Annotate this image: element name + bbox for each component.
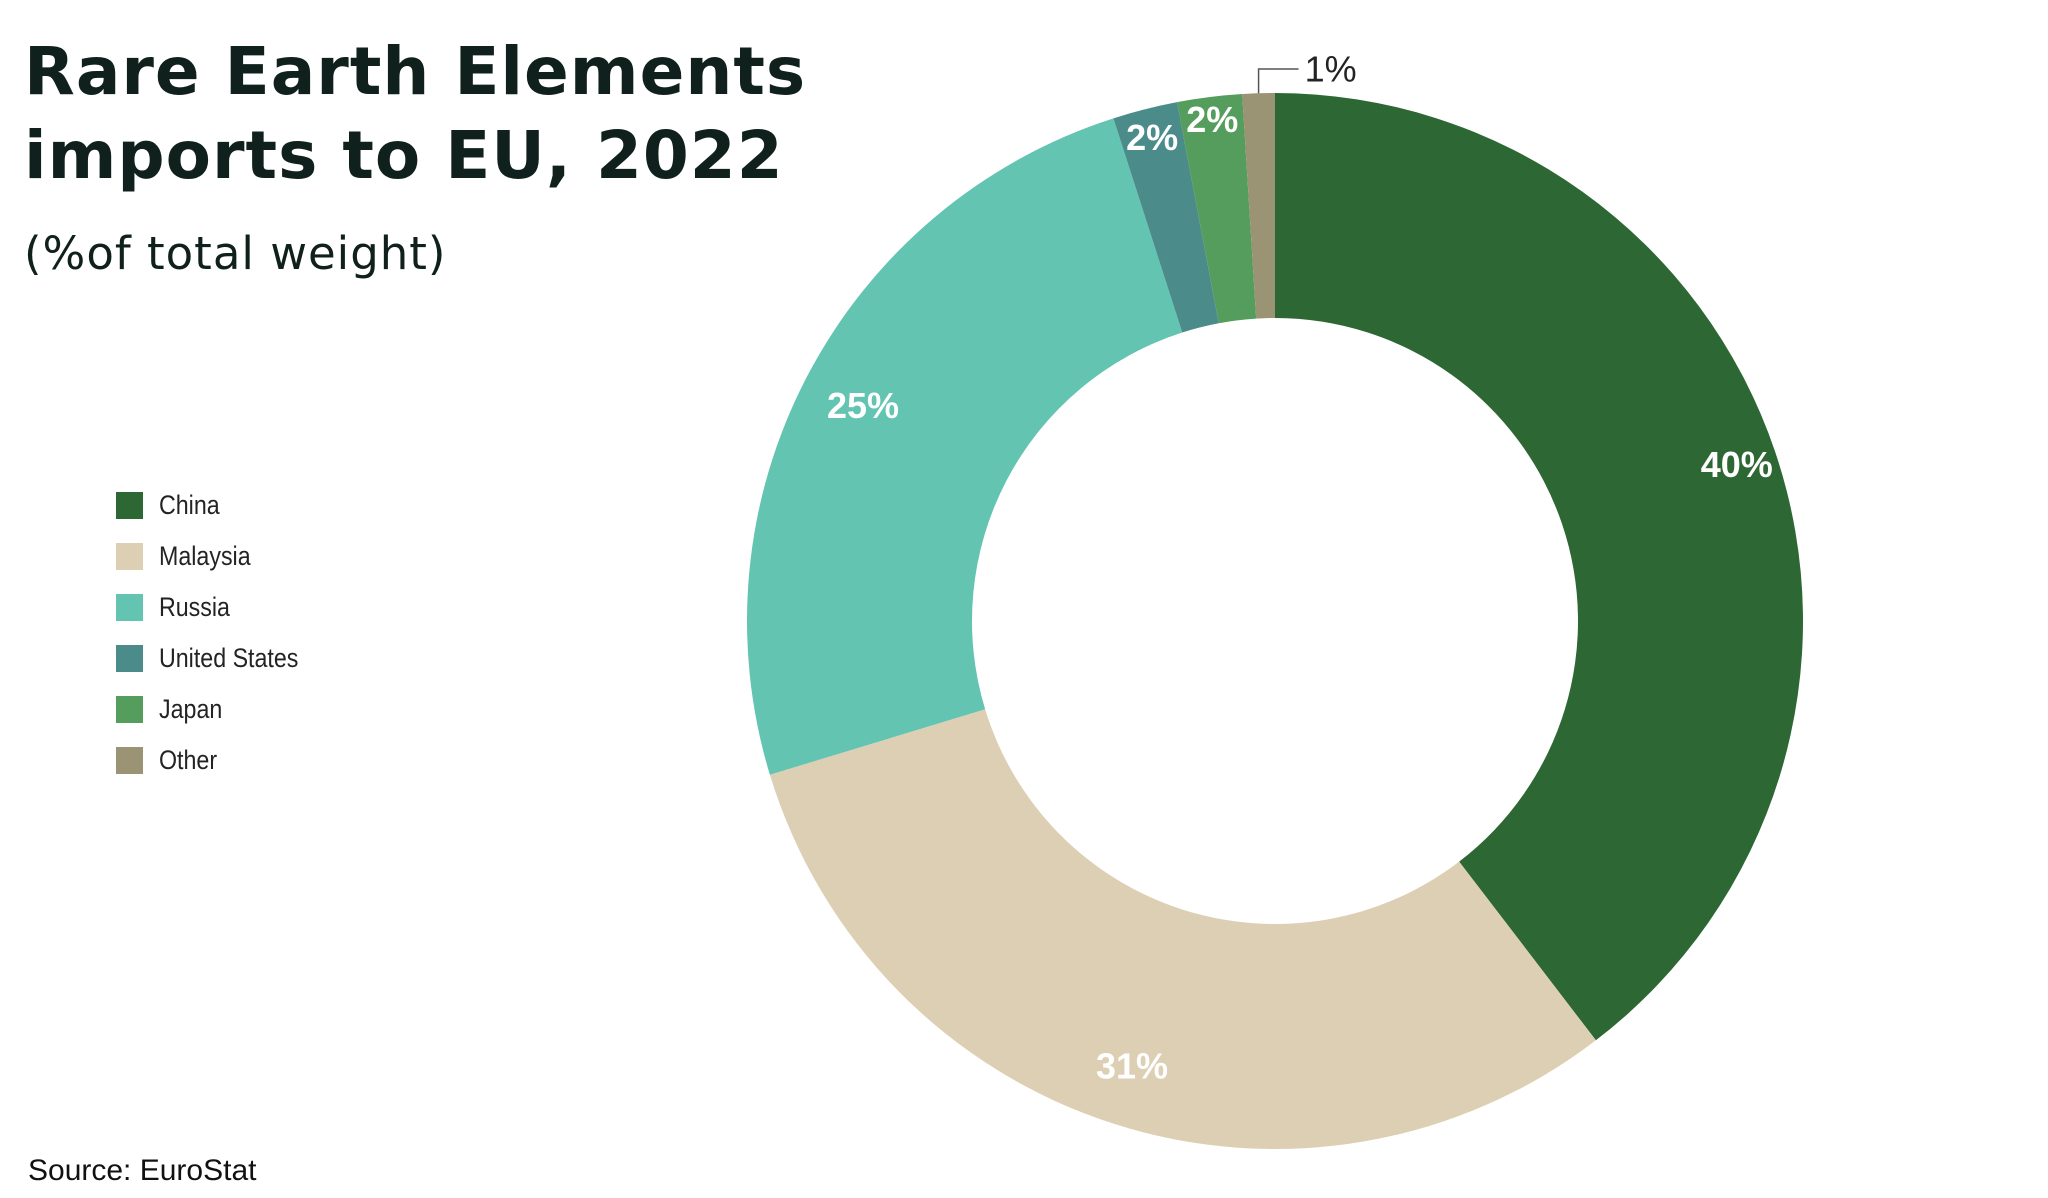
legend-item-united-states: United States <box>116 633 321 684</box>
data-label-other: 1% <box>1305 49 1357 90</box>
legend-label-other: Other <box>159 745 218 775</box>
data-label-china: 40% <box>1701 444 1773 485</box>
slice-united-states <box>1113 102 1219 333</box>
chart-subtitle: (%of total weight) <box>24 227 447 280</box>
legend-label-united-states: United States <box>159 643 299 673</box>
legend-item-russia: Russia <box>116 582 321 633</box>
legend-label-malaysia: Malaysia <box>159 541 251 571</box>
chart-title: Rare Earth Elements imports to EU, 2022 <box>24 30 924 198</box>
source-note: Source: EuroStat <box>28 1154 257 1187</box>
legend-swatch-malaysia <box>116 543 143 570</box>
data-label-japan: 2% <box>1186 99 1238 140</box>
legend-label-japan: Japan <box>159 694 223 724</box>
slice-china <box>1275 93 1804 1041</box>
legend-swatch-united-states <box>116 645 143 672</box>
legend-item-china: China <box>116 480 321 531</box>
data-label-malaysia: 31% <box>1096 1045 1168 1086</box>
chart-title-line-1: Rare Earth Elements <box>24 33 807 110</box>
legend-label-russia: Russia <box>159 592 230 622</box>
slice-japan <box>1177 94 1257 324</box>
legend-item-other: Other <box>116 735 321 786</box>
legend-swatch-japan <box>116 696 143 723</box>
legend-label-china: China <box>159 490 220 520</box>
chart-title-line-2: imports to EU, 2022 <box>24 117 784 194</box>
slice-malaysia <box>769 709 1596 1149</box>
legend-item-malaysia: Malaysia <box>116 531 321 582</box>
legend-swatch-other <box>116 747 143 774</box>
data-label-united-states: 2% <box>1126 117 1178 158</box>
legend-swatch-china <box>116 492 143 519</box>
legend: China Malaysia Russia United States Japa… <box>116 480 321 786</box>
slice-russia <box>747 118 1183 775</box>
callout-line-other <box>1257 68 1299 94</box>
data-label-russia: 25% <box>827 385 899 426</box>
legend-swatch-russia <box>116 594 143 621</box>
slice-other <box>1242 93 1275 319</box>
legend-item-japan: Japan <box>116 684 321 735</box>
